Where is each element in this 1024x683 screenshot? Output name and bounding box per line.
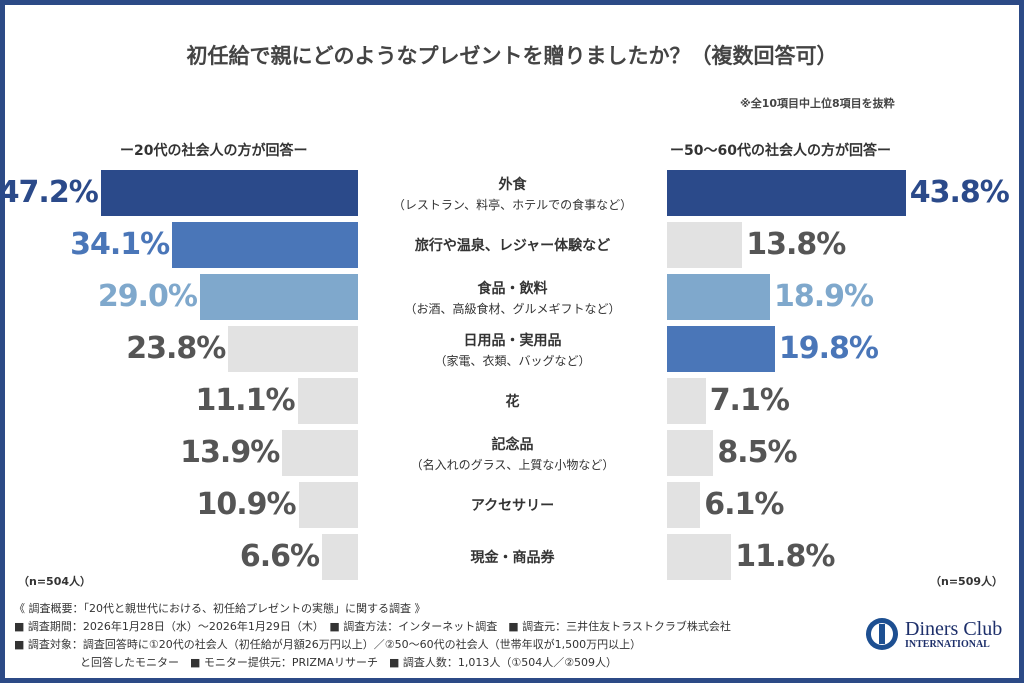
- right-value-label: 11.8%: [735, 539, 835, 574]
- footer-line: と回答したモニター ■ モニター提供元：PRIZMAリサーチ ■ 調査人数：1,…: [14, 656, 618, 669]
- right-bar: [667, 326, 775, 372]
- left-value-label: 29.0%: [97, 279, 198, 314]
- category-sub: （家電、衣類、バッグなど）: [434, 354, 591, 368]
- right-group-label: ー50～60代の社会人の方が回答ー: [670, 143, 891, 159]
- category-name: 現金・商品券: [470, 550, 555, 566]
- category-name: 日用品・実用品: [463, 333, 562, 349]
- right-value-label: 18.9%: [774, 279, 874, 314]
- category-label: 外食 （レストラン、料亭、ホテルでの食事など）: [358, 174, 667, 213]
- right-value-label: 7.1%: [709, 383, 790, 418]
- left-value-label: 6.6%: [239, 539, 320, 574]
- category-sub: （お酒、高級食材、グルメギフトなど）: [404, 302, 621, 316]
- left-value-label: 11.1%: [195, 383, 295, 418]
- chart-title: 初任給で親にどのようなプレゼントを贈りましたか？（複数回答可）: [186, 44, 838, 68]
- footer-line: ■ 調査期間：2026年1月28日（水）～2026年1月29日（木） ■ 調査方…: [14, 620, 731, 633]
- right-bar: [667, 378, 706, 424]
- left-bar: [100, 170, 358, 216]
- frame: [5, 5, 1019, 678]
- left-sample-size: （n=504人）: [18, 575, 92, 588]
- left-bar: [228, 326, 358, 372]
- right-bar: [667, 534, 732, 580]
- category-label: 現金・商品券: [358, 547, 667, 567]
- right-bar: [667, 222, 743, 268]
- category-name: 外食: [498, 177, 527, 193]
- footer-line: ■ 調査対象：調査回答時に①20代の社会人（初任給が月額26万円以上）／②50～…: [14, 638, 642, 651]
- category-label: 日用品・実用品 （家電、衣類、バッグなど）: [358, 330, 667, 369]
- left-bar: [298, 482, 358, 528]
- left-bar: [199, 274, 358, 320]
- category-label: アクセサリー: [358, 495, 667, 515]
- category-name: 記念品: [491, 437, 534, 453]
- left-bar: [297, 378, 358, 424]
- right-bar: [667, 430, 714, 476]
- right-sample-size: （n=509人）: [930, 575, 1004, 588]
- logo-line2: INTERNATIONAL: [905, 638, 990, 650]
- category-sub: （名入れのグラス、上質な小物など）: [410, 458, 615, 472]
- category-name: 旅行や温泉、レジャー体験など: [414, 238, 611, 254]
- right-value-label: 43.8%: [909, 175, 1010, 210]
- left-bar: [172, 222, 358, 268]
- left-value-label: 13.9%: [180, 435, 280, 470]
- left-group-label: ー20代の社会人の方が回答ー: [120, 143, 308, 159]
- chart-note: ※全10項目中上位8項目を抜粋: [740, 97, 895, 110]
- category-name: アクセサリー: [470, 498, 555, 514]
- category-label: 花: [358, 391, 667, 411]
- category-label: 記念品 （名入れのグラス、上質な小物など）: [358, 434, 667, 473]
- right-bar: [667, 170, 906, 216]
- left-bar: [322, 534, 358, 580]
- left-value-label: 10.9%: [196, 487, 297, 522]
- footer-line: 《 調査概要：「20代と親世代における、初任給プレゼントの実態」に関する調査 》: [14, 602, 426, 615]
- right-value-label: 6.1%: [704, 487, 784, 522]
- right-value-label: 13.8%: [746, 227, 846, 262]
- right-value-label: 19.8%: [778, 331, 879, 366]
- right-bar: [667, 274, 770, 320]
- diners-club-logo: Diners Club INTERNATIONAL: [865, 617, 1002, 651]
- diners-logo-icon: [866, 618, 898, 650]
- left-value-label: 47.2%: [0, 175, 99, 210]
- category-sub: （レストラン、料亭、ホテルでの食事など）: [392, 198, 633, 212]
- category-label: 食品・飲料 （お酒、高級食材、グルメギフトなど）: [358, 278, 667, 317]
- left-bar: [282, 430, 358, 476]
- category-name: 食品・飲料: [477, 281, 548, 297]
- left-value-label: 34.1%: [70, 227, 170, 262]
- category-label: 旅行や温泉、レジャー体験など: [358, 235, 667, 255]
- right-bar: [667, 482, 701, 528]
- right-value-label: 8.5%: [717, 435, 797, 470]
- logo-line1: Diners Club: [905, 617, 1003, 640]
- survey-footer: 《 調査概要：「20代と親世代における、初任給プレゼントの実態」に関する調査 》…: [14, 600, 731, 672]
- category-name: 花: [505, 394, 520, 410]
- left-value-label: 23.8%: [126, 331, 226, 366]
